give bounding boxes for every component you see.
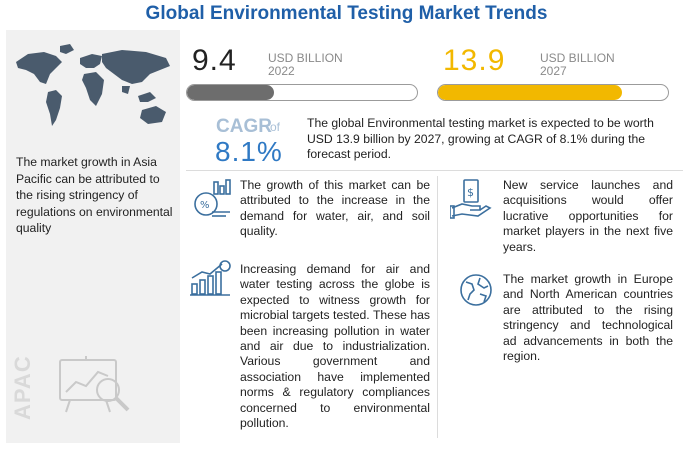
money-hand-icon: $ <box>450 179 492 219</box>
progress-bar-2027 <box>437 84 669 101</box>
value-2027: 13.9 <box>443 44 506 77</box>
point-2-text: Increasing demand for air and water test… <box>240 262 430 431</box>
value-2022: 9.4 <box>192 44 237 77</box>
apac-label: APAC <box>10 355 35 420</box>
cagr-label: CAGR <box>216 116 272 137</box>
unit-2027: USD BILLION 2027 <box>540 52 615 78</box>
page-title: Global Environmental Testing Market Tren… <box>145 3 548 24</box>
world-map-icon <box>16 44 170 126</box>
cagr-of: of <box>270 120 281 134</box>
growth-chart-icon <box>190 260 231 296</box>
point-4-text: The market growth in Europe and North Am… <box>503 272 673 364</box>
year-2022: 2022 <box>268 64 295 78</box>
unit-2022: USD BILLION 2022 <box>268 52 343 78</box>
svg-text:$: $ <box>467 186 474 199</box>
market-description: The global Environmental testing market … <box>307 116 654 161</box>
globe-icon <box>460 274 492 306</box>
horizontal-divider <box>186 170 683 171</box>
point-1-text: The growth of this market can be attribu… <box>240 178 430 239</box>
analytics-icon: % <box>194 179 231 217</box>
progress-bar-2022 <box>186 84 418 101</box>
point-3-text: New service launches and acquisitions wo… <box>503 178 673 254</box>
presentation-analysis-icon <box>59 356 130 413</box>
year-2027: 2027 <box>540 64 567 78</box>
unit-2022-label: USD BILLION <box>268 51 343 65</box>
unit-2027-label: USD BILLION <box>540 51 615 65</box>
progress-fill-2027 <box>438 85 622 100</box>
apac-text: The market growth in Asia Pacific can be… <box>16 155 173 235</box>
svg-text:%: % <box>200 200 210 211</box>
cagr-value: 8.1% <box>215 136 283 167</box>
vertical-divider <box>437 176 438 438</box>
progress-fill-2022 <box>187 85 275 100</box>
